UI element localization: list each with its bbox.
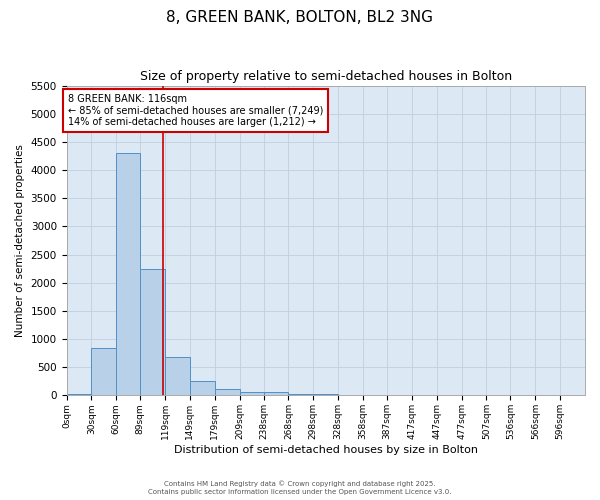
Bar (190, 381, 215, 396)
X-axis label: Distribution of semi-detached houses by size in Bolton: Distribution of semi-detached houses by … (174, 445, 478, 455)
Bar (239, 392, 263, 396)
Bar (116, 153, 140, 396)
Bar (91, 348, 116, 396)
Bar (165, 357, 190, 396)
Text: Contains HM Land Registry data © Crown copyright and database right 2025.
Contai: Contains HM Land Registry data © Crown c… (148, 480, 452, 495)
Text: 8, GREEN BANK, BOLTON, BL2 3NG: 8, GREEN BANK, BOLTON, BL2 3NG (167, 10, 433, 25)
Bar (67, 394, 91, 396)
Bar (313, 394, 338, 396)
Bar (289, 394, 313, 396)
Bar (140, 268, 165, 396)
Bar (263, 392, 289, 396)
Bar (215, 389, 239, 396)
Text: 8 GREEN BANK: 116sqm
← 85% of semi-detached houses are smaller (7,249)
14% of se: 8 GREEN BANK: 116sqm ← 85% of semi-detac… (68, 94, 323, 127)
Y-axis label: Number of semi-detached properties: Number of semi-detached properties (15, 144, 25, 337)
Title: Size of property relative to semi-detached houses in Bolton: Size of property relative to semi-detach… (140, 70, 512, 83)
